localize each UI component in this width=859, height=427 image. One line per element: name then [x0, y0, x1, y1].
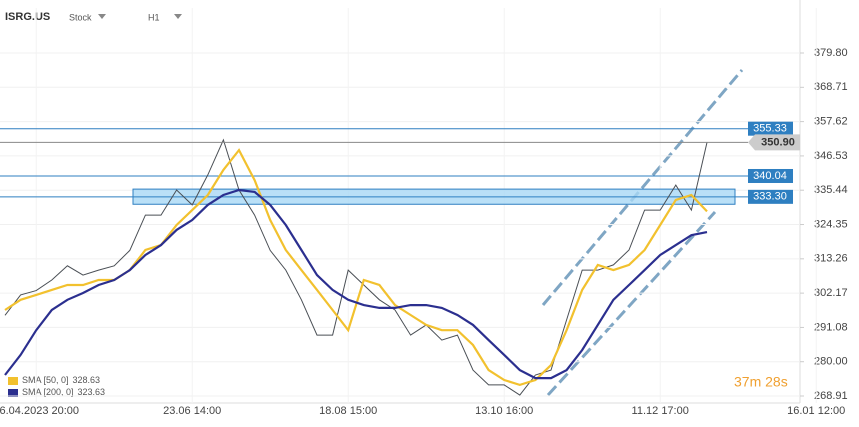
- y-tick-label: 280.00: [814, 356, 848, 368]
- level-label-box: [748, 168, 793, 183]
- x-tick-label: 18.08 15:00: [319, 405, 377, 417]
- x-tick-label: 11.12 17:00: [632, 405, 689, 417]
- legend-name: SMA [200, 0]: [22, 387, 74, 397]
- x-tick-label: 23.06 14:00: [163, 405, 221, 417]
- dropdown-caret[interactable]: [174, 14, 182, 19]
- legend-value: 323.63: [78, 387, 106, 397]
- level-label: 355.33: [753, 123, 787, 135]
- level-label: 340.04: [753, 170, 787, 182]
- x-tick-label: 26.04.2023 20:00: [0, 405, 79, 417]
- y-tick-label: 379.80: [814, 47, 848, 59]
- trend-channel: [546, 210, 717, 397]
- interval[interactable]: H1: [148, 12, 160, 22]
- series-line: [4, 148, 708, 387]
- y-tick-label: 357.62: [814, 116, 848, 128]
- last-price-label: 350.90: [761, 136, 795, 148]
- legend-name: SMA [50, 0]: [22, 375, 69, 385]
- y-tick-label: 368.71: [814, 81, 848, 93]
- x-tick-label: 16.01 12:00: [787, 405, 845, 417]
- legend: SMA [50, 0] 328.63 SMA [200, 0] 323.63: [8, 375, 105, 397]
- x-tick-label: 13.10 16:00: [475, 405, 533, 417]
- series-line: [4, 188, 708, 380]
- y-tick-label: 291.08: [814, 321, 848, 333]
- y-tick-label: 302.17: [814, 287, 848, 299]
- last-price-box: [748, 134, 800, 151]
- legend-label: SMA [200, 0] 323.63: [22, 387, 105, 397]
- level-label: 333.30: [753, 191, 787, 203]
- legend-swatch: [8, 377, 18, 385]
- y-tick-label: 313.26: [814, 253, 848, 265]
- series-line: [4, 138, 708, 396]
- y-tick-label: 268.91: [814, 390, 848, 402]
- legend-label: SMA [50, 0] 328.63: [22, 375, 100, 385]
- dropdown-caret[interactable]: [98, 14, 106, 19]
- level-label-box: [748, 189, 793, 204]
- level-label-box: [748, 121, 793, 136]
- countdown: 37m 28s: [734, 374, 788, 390]
- legend-swatch: [8, 389, 18, 397]
- legend-value: 328.63: [73, 375, 101, 385]
- symbol[interactable]: ISRG.US: [5, 11, 50, 23]
- trend-channel: [541, 69, 744, 306]
- y-tick-label: 324.35: [814, 218, 848, 230]
- y-tick-label: 346.53: [814, 150, 848, 162]
- symbol-kind: Stock: [69, 12, 92, 22]
- y-tick-label: 335.44: [814, 184, 848, 196]
